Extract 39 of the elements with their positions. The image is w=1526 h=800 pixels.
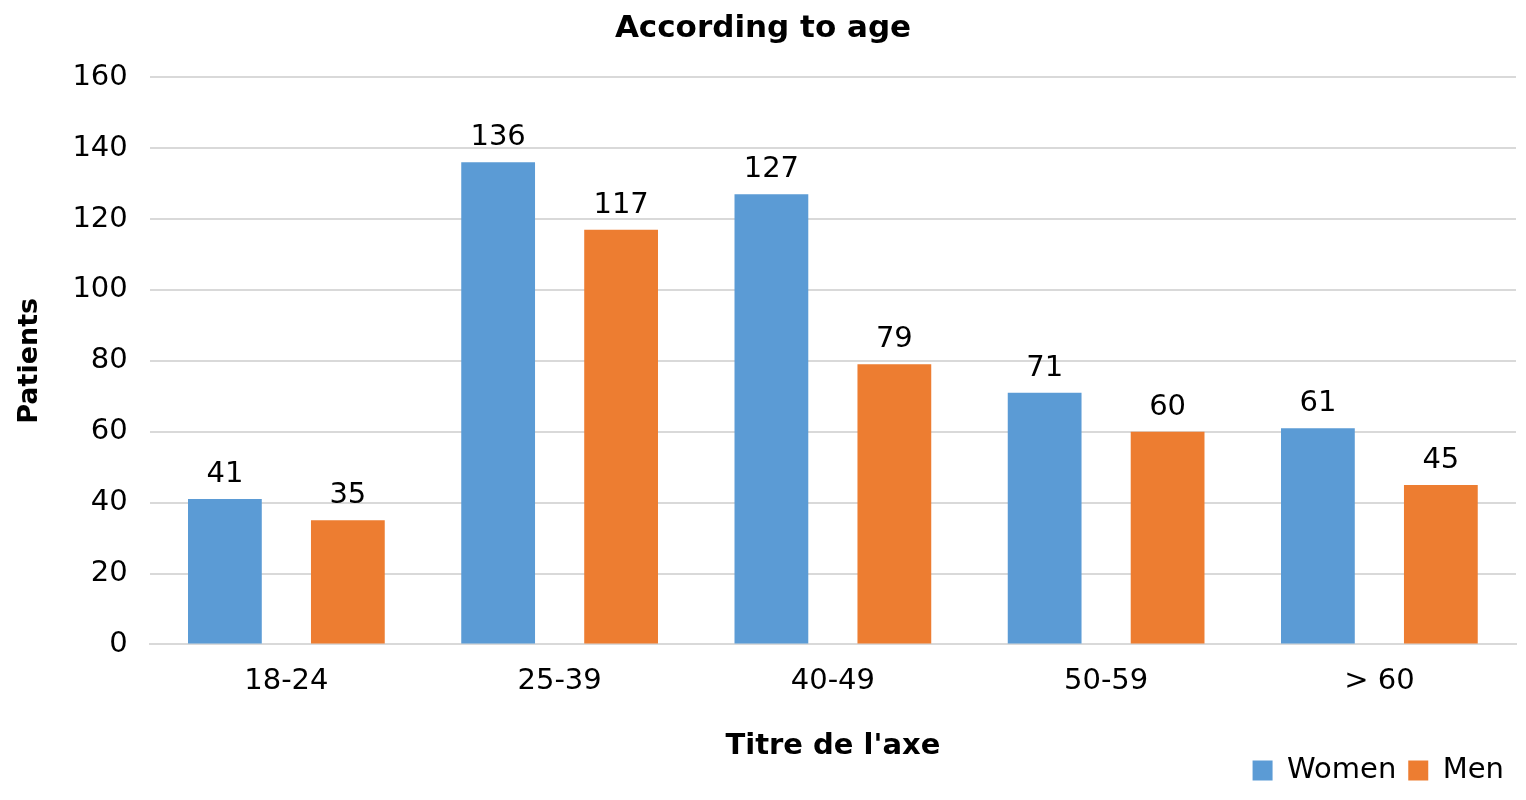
data-label: 136	[470, 118, 526, 153]
legend-label: Women	[1287, 751, 1397, 786]
y-tick-label: 120	[72, 199, 128, 234]
y-axis-title: Patients	[12, 297, 44, 424]
data-label: 61	[1299, 384, 1337, 419]
x-tick-label: 18-24	[244, 662, 329, 697]
x-tick-label: > 60	[1344, 662, 1415, 697]
data-label: 117	[593, 185, 649, 220]
data-label: 41	[206, 455, 244, 490]
y-tick-label: 60	[90, 412, 128, 447]
y-tick-label: 40	[90, 483, 128, 518]
bar	[310, 520, 385, 644]
bar	[1007, 392, 1082, 644]
x-tick-label: 40-49	[790, 662, 876, 697]
data-label: 35	[329, 476, 367, 511]
x-tick-label: 50-59	[1063, 662, 1149, 697]
data-label: 60	[1149, 387, 1187, 422]
data-label: 79	[875, 320, 913, 355]
data-label: 71	[1026, 348, 1064, 383]
x-tick-label: 25-39	[517, 662, 602, 697]
y-tick-label: 80	[90, 341, 128, 376]
y-tick-label: 20	[90, 554, 128, 589]
y-tick-label: 140	[72, 128, 128, 163]
chart-title: According to age	[614, 7, 912, 44]
bar	[857, 364, 932, 644]
bar	[734, 194, 809, 644]
bar	[188, 499, 262, 644]
y-tick-label: 100	[72, 270, 128, 305]
legend-label: Men	[1442, 751, 1505, 786]
y-tick-label: 0	[109, 624, 128, 659]
x-axis-title: Titre de l'axe	[725, 727, 941, 762]
bar	[1130, 431, 1205, 644]
y-tick-label: 160	[72, 57, 128, 92]
bar	[1281, 428, 1355, 644]
bar	[584, 229, 658, 644]
data-label: 127	[743, 150, 800, 185]
bar	[461, 162, 536, 644]
bar	[1403, 484, 1478, 644]
data-label: 45	[1422, 440, 1460, 475]
